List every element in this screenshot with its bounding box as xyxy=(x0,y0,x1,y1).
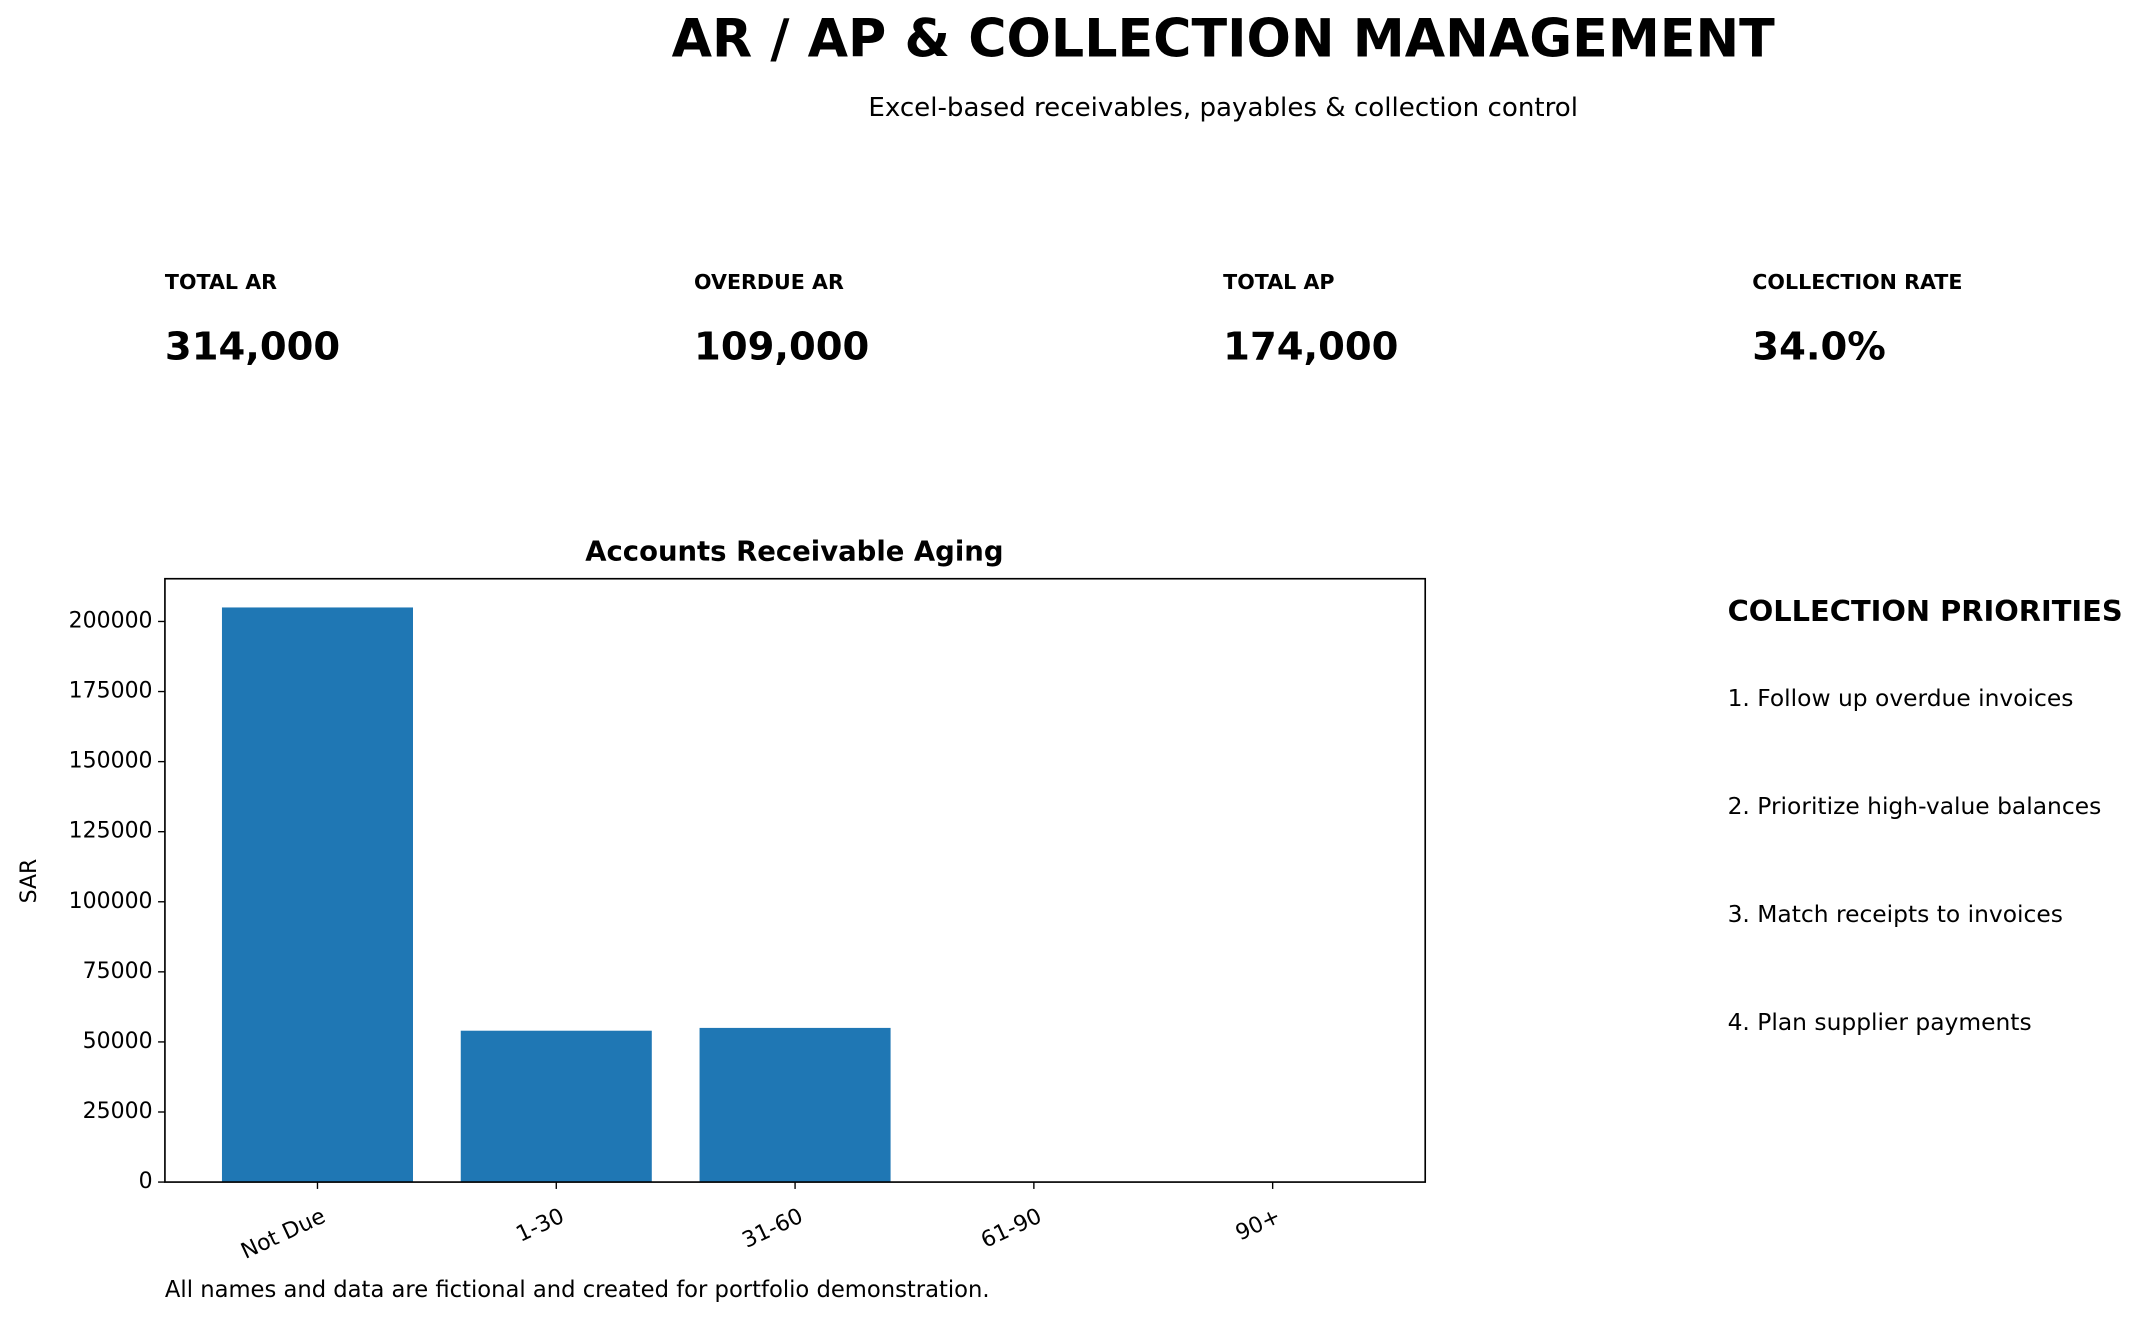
x-tick-label: 1-30 xyxy=(512,1204,568,1248)
page-subtitle: Excel-based receivables, payables & coll… xyxy=(868,93,1578,123)
bar xyxy=(221,607,413,1183)
priority-item: 1. Follow up overdue invoices xyxy=(1728,684,2074,712)
kpi-label: COLLECTION RATE xyxy=(1752,270,1962,294)
bar xyxy=(699,1027,891,1183)
kpi-label: TOTAL AP xyxy=(1223,270,1334,294)
x-tick-label: 90+ xyxy=(1232,1204,1285,1246)
y-axis-label: SAR xyxy=(17,859,42,904)
bar xyxy=(460,1030,652,1183)
plot-frame xyxy=(164,577,1427,1183)
x-tick-label: 61-90 xyxy=(977,1204,1045,1254)
kpi-value: 174,000 xyxy=(1223,325,1398,370)
priority-item: 2. Prioritize high-value balances xyxy=(1728,792,2102,820)
y-tick-label: 200000 xyxy=(69,608,153,633)
y-tick-label: 25000 xyxy=(83,1099,153,1124)
priorities-title: COLLECTION PRIORITIES xyxy=(1728,594,2123,628)
y-tick-label: 150000 xyxy=(69,749,153,774)
kpi-value: 34.0% xyxy=(1752,325,1885,370)
y-tick-label: 0 xyxy=(139,1169,153,1194)
priority-item: 3. Match receipts to invoices xyxy=(1728,900,2063,928)
kpi-value: 109,000 xyxy=(694,325,869,370)
priority-item: 4. Plan supplier payments xyxy=(1728,1008,2032,1036)
kpi-value: 314,000 xyxy=(165,325,340,370)
y-tick-label: 100000 xyxy=(69,889,153,914)
y-tick-label: 125000 xyxy=(69,819,153,844)
y-tick-label: 75000 xyxy=(83,959,153,984)
kpi-label: OVERDUE AR xyxy=(694,270,844,294)
footnote: All names and data are fictional and cre… xyxy=(165,1277,990,1303)
chart-title: Accounts Receivable Aging xyxy=(585,536,1003,568)
kpi-label: TOTAL AR xyxy=(165,270,277,294)
page-title: AR / AP & COLLECTION MANAGEMENT xyxy=(672,10,1776,70)
x-tick-label: Not Due xyxy=(237,1204,329,1265)
y-tick-label: 50000 xyxy=(83,1029,153,1054)
x-tick-label: 31-60 xyxy=(739,1204,807,1254)
y-tick-label: 175000 xyxy=(69,679,153,704)
